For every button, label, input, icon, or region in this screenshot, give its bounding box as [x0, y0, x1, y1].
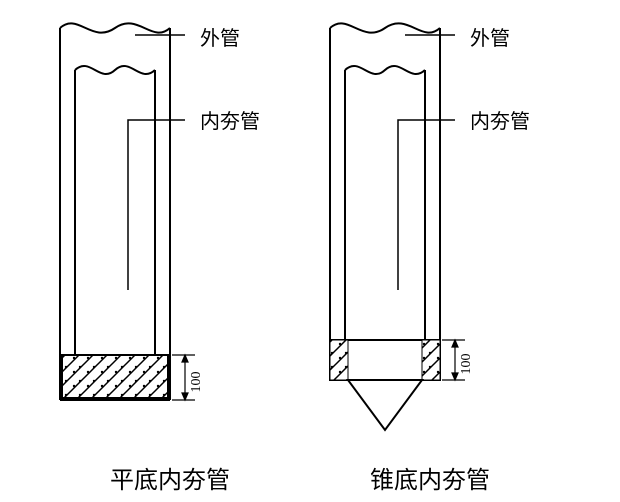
caption-flat: 平底内夯管 [70, 460, 270, 495]
leader-inner [128, 120, 185, 290]
diagram-root: 外管 内夯管 100 [0, 0, 620, 502]
label-outer: 外管 [200, 27, 240, 50]
inner-tube [345, 66, 425, 340]
outer-tube [330, 23, 440, 380]
ring-band [330, 340, 440, 380]
dim-value: 100 [189, 372, 204, 393]
leader-inner [398, 120, 455, 290]
cone-tip [348, 380, 422, 430]
figure-cone: 外管 内夯管 100 [330, 23, 530, 430]
flat-base [60, 355, 170, 398]
label-outer: 外管 [470, 27, 510, 50]
label-inner: 内夯管 [470, 110, 530, 133]
diagram-svg: 外管 内夯管 100 [0, 0, 620, 460]
figure-flat: 外管 内夯管 100 [60, 23, 260, 400]
inner-tube [75, 66, 155, 355]
caption-cone: 锥底内夯管 [330, 460, 530, 495]
outer-tube [60, 23, 170, 400]
dim-value: 100 [459, 354, 474, 375]
label-inner: 内夯管 [200, 110, 260, 133]
